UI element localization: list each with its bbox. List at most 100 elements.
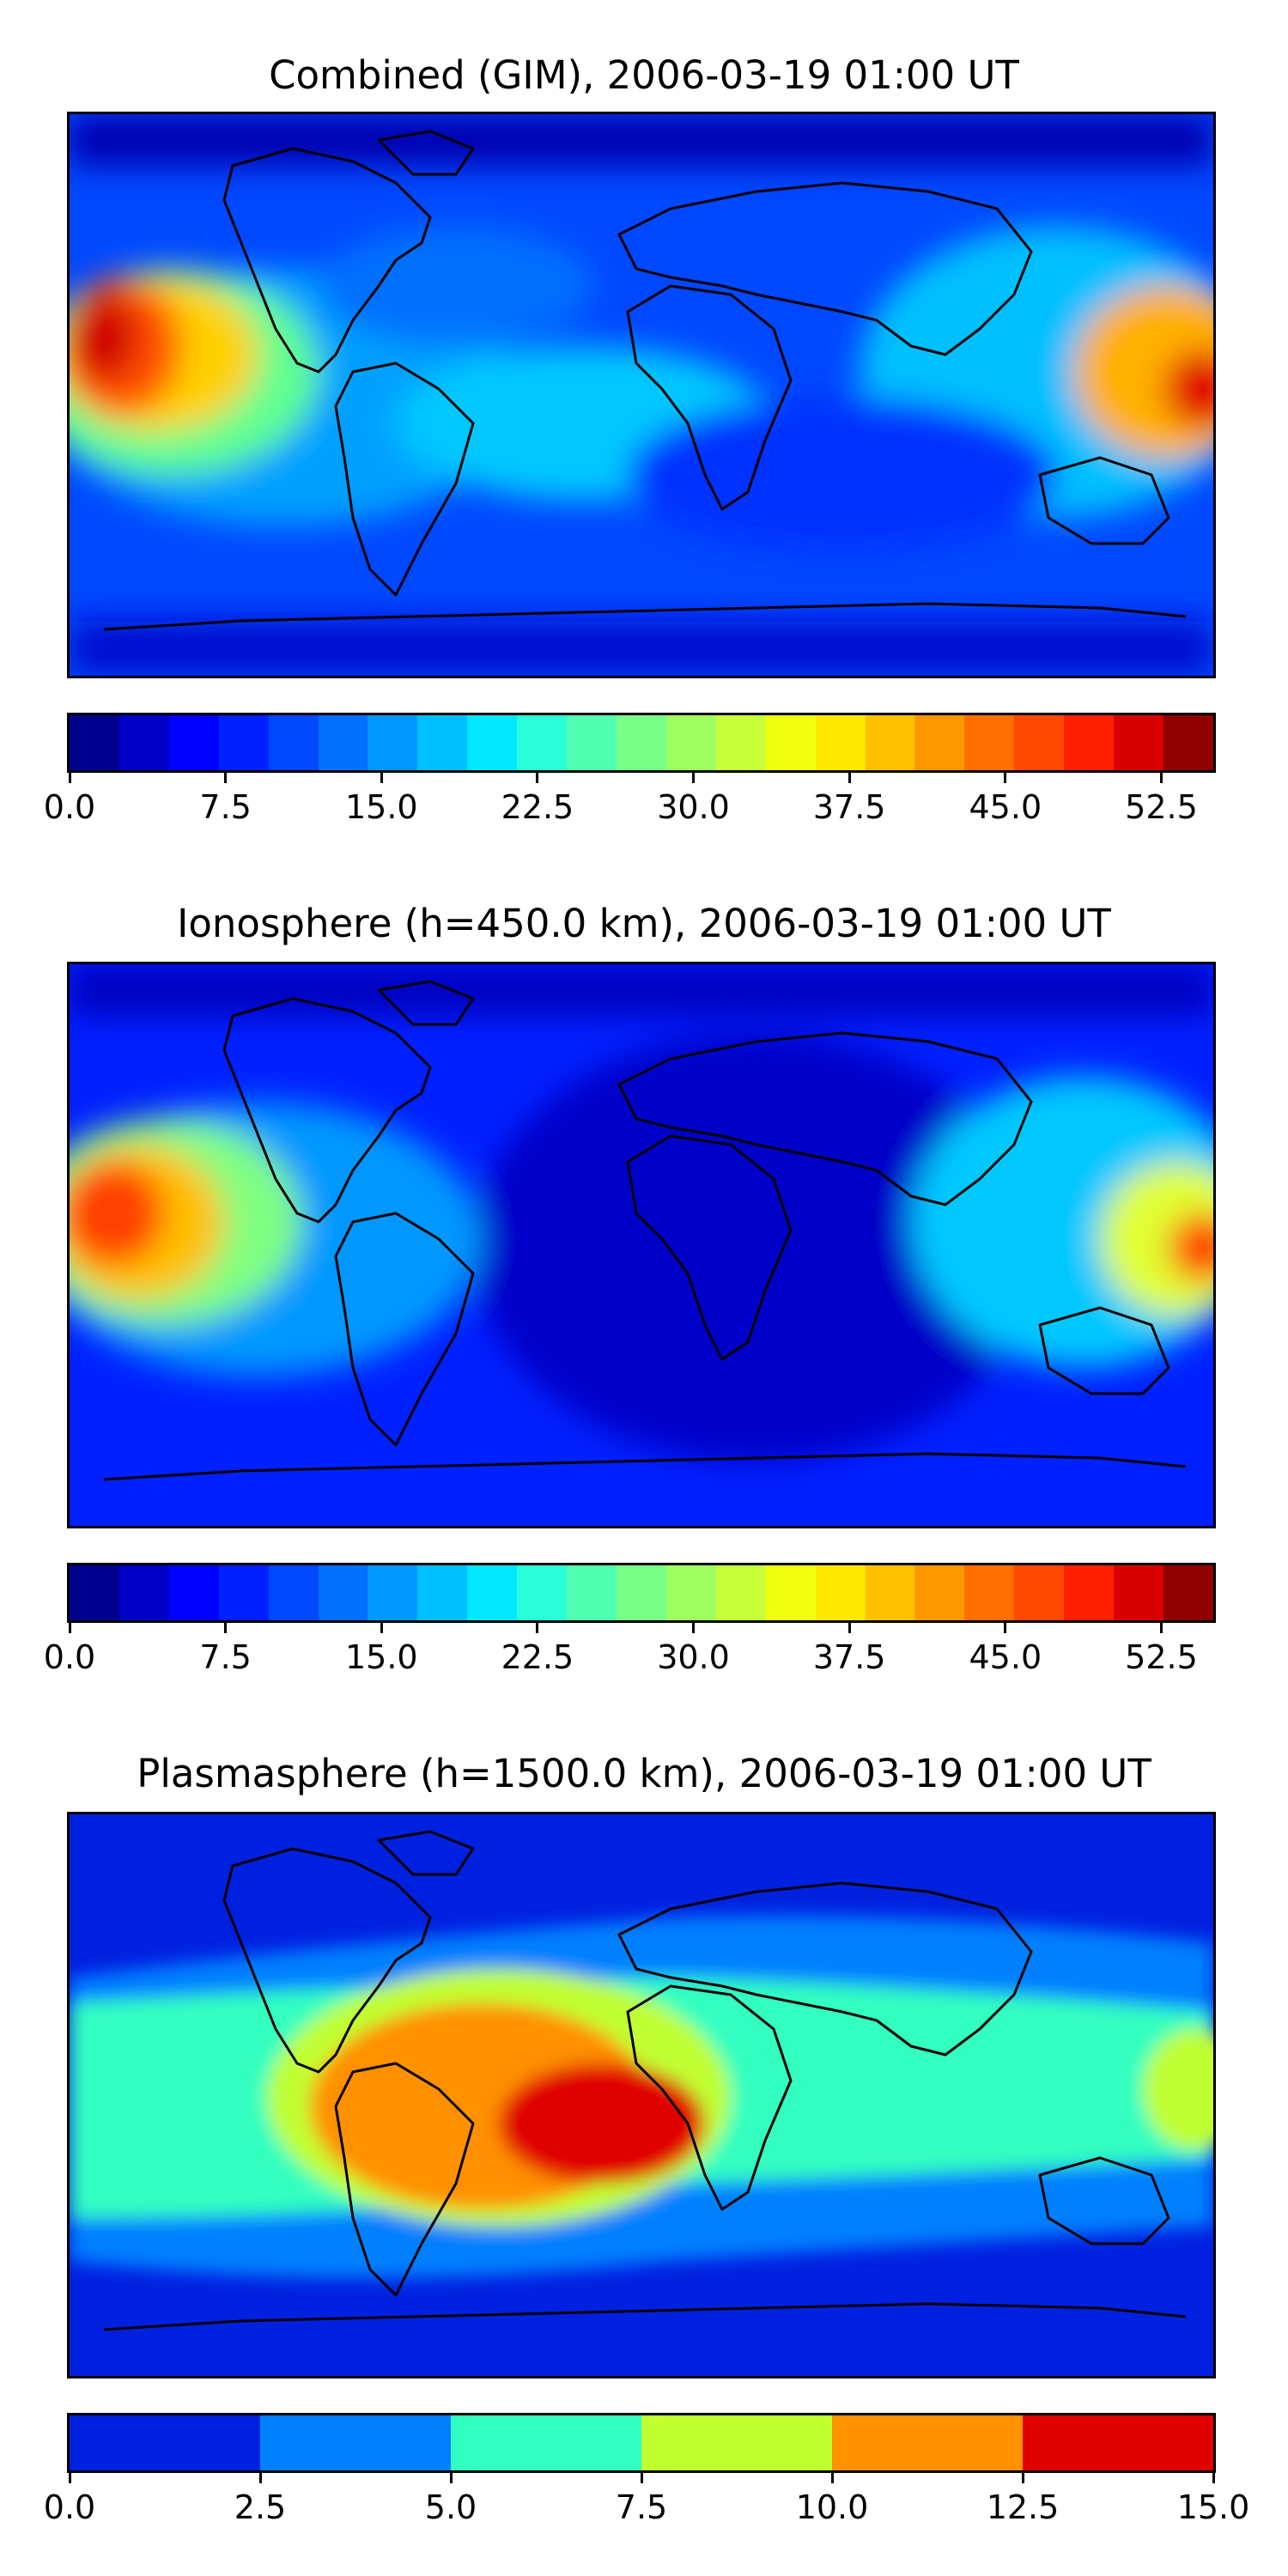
colorbar-tick-label: 52.5 [1125,1638,1198,1676]
colorbar-segment [964,715,1015,770]
colorbar-segment [765,1565,816,1620]
colorbar-segment [451,2415,641,2470]
colorbar-segment [70,715,119,770]
colorbar-segment [1114,715,1163,770]
colorbar-segment [616,715,666,770]
colorbar-combined [67,713,1216,773]
colorbar-segment [765,715,816,770]
colorbar-tick-label: 37.5 [812,1638,886,1676]
colorbar-segment [832,2415,1023,2470]
colorbar-segment [318,1565,368,1620]
colorbar-segment [168,715,219,770]
colorbar-tick-label: 7.5 [199,788,252,826]
colorbar-segment [467,1565,518,1620]
colorbar-tick-mark [1021,2473,1024,2483]
colorbar-segment [70,2415,260,2470]
colorbar-tick-mark [68,2473,71,2483]
colorbar-segment [1163,715,1213,770]
colorbar-tick-mark [692,773,696,783]
colorbar-tick-label: 22.5 [501,788,574,826]
colorbar-segment [218,715,269,770]
colorbar-segment [318,715,368,770]
colorbar-tick-label: 30.0 [657,788,730,826]
colorbar-tick-label: 12.5 [986,2488,1060,2526]
colorbar-segment [1014,1565,1065,1620]
colorbar-segment [964,1565,1015,1620]
colorbar-segment [1014,715,1065,770]
colorbar-segment [715,715,766,770]
colorbar-tick-mark [1212,2473,1215,2483]
colorbar-tick-mark [224,1623,228,1633]
colorbar-tick-label: 15.0 [344,788,418,826]
colorbar-tick-label: 37.5 [812,788,886,826]
colorbar-tick-label: 0.0 [43,788,96,826]
colorbar-tick-label: 15.0 [344,1638,418,1676]
colorbar-tick-mark [1159,773,1163,783]
colorbar-segment [815,1565,866,1620]
colorbar-tick-mark [380,1623,383,1633]
colorbar-segment [467,715,518,770]
colorbar-tick-label: 10.0 [795,2488,869,2526]
colorbar-segment [865,1565,915,1620]
colorbar-tick-mark [848,773,851,783]
colorbar-segment [118,1565,169,1620]
colorbar-tick-label: 2.5 [234,2488,287,2526]
colorbar-tick-mark [68,1623,71,1633]
colorbar-tick-label: 0.0 [43,2488,96,2526]
colorbar-tick-label: 0.0 [43,1638,96,1676]
colorbar-segment [914,1565,965,1620]
map-ionosphere [67,962,1216,1528]
colorbar-segment [567,1565,617,1620]
colorbar-segment [268,1565,319,1620]
colorbar-tick-mark [258,2473,262,2483]
colorbar-ticks-combined: 0.0 7.5 15.0 22.5 30.0 37.5 45.0 52.5 [44,773,1216,826]
colorbar-tick-mark [449,2473,453,2483]
colorbar-tick-mark [848,1623,851,1633]
colorbar-segment [865,715,915,770]
colorbar-tick-label: 45.0 [969,788,1042,826]
colorbar-tick-mark [224,773,228,783]
colorbar-tick-mark [536,773,539,783]
colorbar-tick-mark [640,2473,643,2483]
colorbar-tick-mark [692,1623,696,1633]
map-plasmasphere [67,1812,1216,2379]
panel-title-combined: Combined (GIM), 2006-03-19 01:00 UT [269,52,1019,98]
colorbar-segment [914,715,965,770]
panel-title-ionosphere: Ionosphere (h=450.0 km), 2006-03-19 01:0… [177,901,1111,946]
colorbar-segment [616,1565,666,1620]
colorbar-segment [218,1565,269,1620]
colorbar-plasmasphere [67,2413,1216,2473]
panel-title-plasmasphere: Plasmasphere (h=1500.0 km), 2006-03-19 0… [137,1751,1151,1796]
colorbar-tick-label: 5.0 [424,2488,477,2526]
colorbar-tick-label: 7.5 [199,1638,252,1676]
colorbar-tick-mark [1159,1623,1163,1633]
colorbar-segment [118,715,169,770]
colorbar-tick-mark [1004,773,1007,783]
colorbar-segment [1163,1565,1213,1620]
colorbar-tick-mark [830,2473,834,2483]
colorbar-tick-label: 52.5 [1125,788,1198,826]
colorbar-tick-mark [380,773,383,783]
colorbar-segment [70,1565,119,1620]
colorbar-tick-label: 45.0 [969,1638,1042,1676]
colorbar-tick-mark [536,1623,539,1633]
colorbar-segment [517,1565,568,1620]
colorbar-segment [268,715,319,770]
colorbar-segment [1114,1565,1163,1620]
colorbar-segment [567,715,617,770]
colorbar-segment [641,2415,832,2470]
colorbar-tick-label: 7.5 [615,2488,668,2526]
colorbar-segment [815,715,866,770]
colorbar-segment [715,1565,766,1620]
colorbar-ionosphere [67,1563,1216,1623]
colorbar-segment [1023,2415,1213,2470]
colorbar-tick-label: 22.5 [501,1638,574,1676]
colorbar-segment [517,715,568,770]
colorbar-segment [417,715,468,770]
colorbar-segment [665,1565,716,1620]
colorbar-ticks-plasmasphere: 0.0 2.5 5.0 7.5 10.0 12.5 15.0 [44,2473,1249,2526]
colorbar-tick-mark [1004,1623,1007,1633]
colorbar-segment [260,2415,451,2470]
colorbar-segment [417,1565,468,1620]
colorbar-tick-label: 30.0 [657,1638,730,1676]
